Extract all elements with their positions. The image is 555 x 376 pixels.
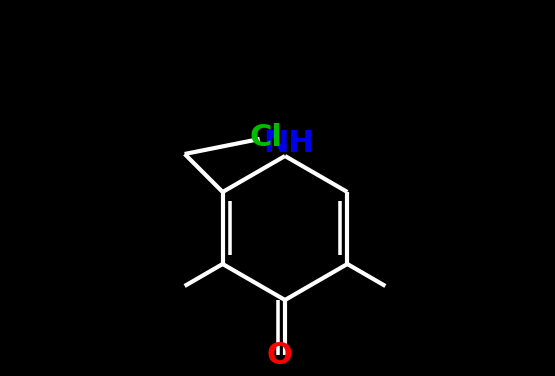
- Text: Cl: Cl: [249, 123, 282, 152]
- Text: O: O: [266, 341, 292, 370]
- Text: NH: NH: [264, 129, 314, 159]
